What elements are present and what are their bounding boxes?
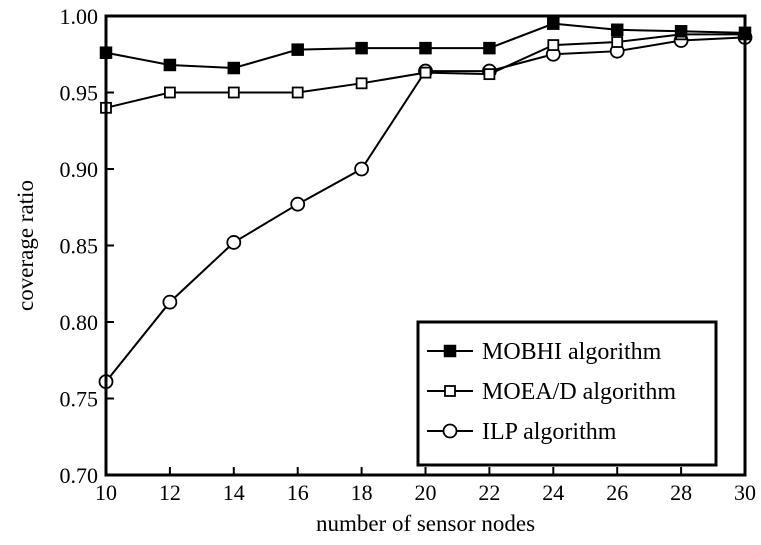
data-point [162,294,178,310]
data-point [547,39,560,51]
legend-label: MOBHI algorithm [482,339,662,365]
data-point [355,77,368,90]
series-layer [98,17,753,390]
x-tick-label: 12 [159,480,181,505]
legend-items: MOBHI algorithm MOEA/D algorithm ILP algor… [427,339,676,445]
data-point [226,235,242,250]
x-axis-title: number of sensor nodes [316,511,535,536]
x-tick-label: 20 [415,480,437,505]
data-point [674,25,688,38]
legend-marker [443,344,457,358]
legend-marker [444,385,456,397]
data-point [419,41,432,55]
legend-box [416,320,718,467]
y-tick-label: 0.90 [60,157,99,182]
data-point [611,36,624,48]
legend-label: MOEA/D algorithm [482,379,676,405]
y-axis-title: coverage ratio [13,180,38,311]
data-point [163,58,177,72]
legend-marker [442,423,458,439]
data-point [227,86,240,99]
y-tick-label: 0.95 [60,81,99,106]
legend: MOBHI algorithm MOEA/D algorithm ILP algor… [416,320,718,467]
x-tick-label: 18 [351,480,373,505]
y-tick-label: 0.80 [60,310,99,335]
legend-item: MOEA/D algorithm [427,379,676,405]
x-tick-label: 26 [606,480,628,505]
y-tick-label: 0.70 [60,463,99,488]
series-1 [100,28,751,114]
data-point [610,23,624,37]
y-tick-label: 1.00 [60,4,99,29]
data-point [290,196,306,212]
data-point [419,66,432,79]
data-point [291,43,304,56]
ticks-layer: 10 12 14 16 18 20 22 24 26 28 30 0.70 0.75 0.80 0.85 0.… [60,4,757,505]
y-tick-label: 0.85 [60,234,99,259]
x-tick-label: 30 [734,480,756,505]
x-tick-label: 22 [478,480,500,505]
data-point [355,41,368,55]
legend-label: ILP algorithm [482,419,617,445]
x-tick-label: 16 [287,480,309,505]
data-point [227,61,241,75]
data-point [163,86,176,99]
data-point [483,41,496,55]
data-point [483,68,496,81]
x-tick-label: 24 [542,480,564,505]
y-tick-label: 0.75 [60,387,99,412]
x-tick-label: 28 [670,480,692,505]
legend-item: ILP algorithm [427,419,617,445]
data-point [291,86,304,99]
x-tick-label: 10 [95,480,117,505]
legend-item: MOBHI algorithm [427,339,662,365]
data-point [547,17,560,30]
x-tick-label: 14 [223,480,245,505]
data-point [354,161,370,177]
